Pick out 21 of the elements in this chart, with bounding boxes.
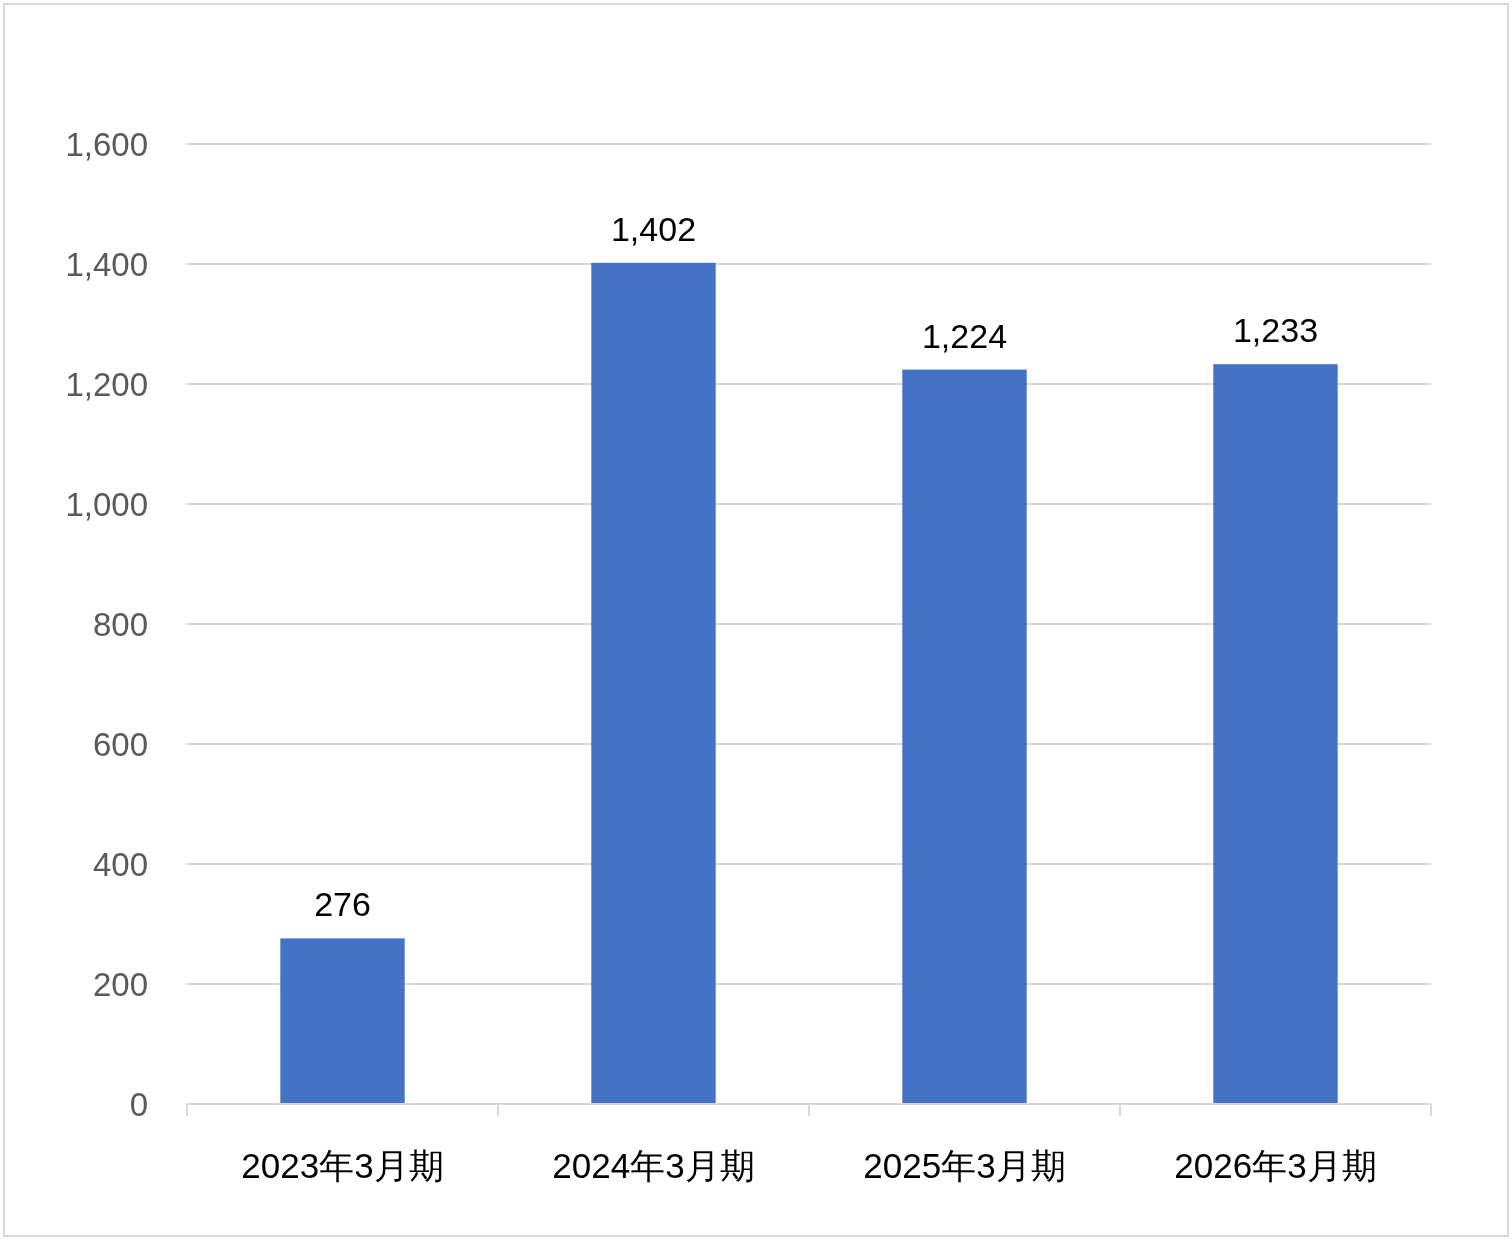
- y-tick-label: 1,400: [65, 245, 148, 283]
- data-label: 1,233: [1232, 311, 1319, 350]
- y-tick-label: 0: [129, 1085, 148, 1123]
- bar: [591, 262, 716, 1104]
- data-label: 1,224: [921, 316, 1008, 355]
- y-tick-label: 1,200: [65, 365, 148, 403]
- x-tick-label: 2026年3月期: [1174, 1146, 1377, 1185]
- y-tick-label: 400: [92, 845, 148, 883]
- y-tick-label: 200: [92, 965, 148, 1003]
- data-label: 1,402: [610, 209, 697, 248]
- x-tick-label: 2024年3月期: [552, 1146, 755, 1185]
- y-tick-label: 600: [92, 725, 148, 763]
- bar: [280, 938, 405, 1104]
- x-tick-label: 2025年3月期: [863, 1146, 1066, 1185]
- y-tick-label: 800: [92, 605, 148, 643]
- bar: [902, 369, 1027, 1104]
- y-tick-label: 1,600: [65, 125, 148, 163]
- x-tick-label: 2023年3月期: [241, 1146, 444, 1185]
- y-tick-label: 1,000: [65, 485, 148, 523]
- bar: [1213, 364, 1338, 1104]
- data-label: 276: [314, 885, 371, 924]
